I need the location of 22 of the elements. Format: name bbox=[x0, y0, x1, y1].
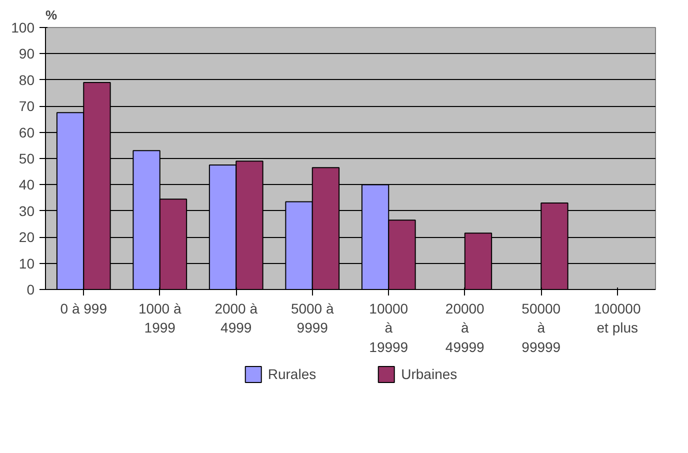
x-tick-label: 20000 à 49999 bbox=[445, 300, 485, 355]
x-tick-label: 2000 à 4999 bbox=[214, 300, 258, 336]
x-tick-label: 10000 à 19999 bbox=[369, 300, 408, 355]
x-tick-label: 100000 et plus bbox=[594, 300, 641, 336]
legend-label: Urbaines bbox=[401, 366, 458, 382]
x-tick-label: 0 à 999 bbox=[60, 300, 108, 316]
legend-label: Rurales bbox=[268, 366, 316, 382]
y-tick-label: 60 bbox=[18, 124, 35, 140]
y-tick-label: 10 bbox=[18, 255, 35, 272]
x-tick-label: 50000 à 99999 bbox=[522, 300, 561, 355]
x-tick-label: 1000 à 1999 bbox=[138, 300, 182, 336]
y-tick-label: 100 bbox=[11, 20, 35, 36]
y-tick-label: 0 bbox=[26, 282, 35, 298]
y-axis-title: % bbox=[46, 8, 58, 22]
y-tick-label: 20 bbox=[18, 229, 35, 246]
x-tick-label: 5000 à 9999 bbox=[290, 300, 334, 336]
y-tick-label: 30 bbox=[18, 202, 35, 219]
y-tick-label: 80 bbox=[18, 72, 35, 88]
y-tick-label: 70 bbox=[18, 98, 35, 114]
y-tick-label: 40 bbox=[18, 176, 35, 193]
y-tick-label: 50 bbox=[18, 150, 35, 166]
y-tick-label: 90 bbox=[18, 46, 35, 62]
